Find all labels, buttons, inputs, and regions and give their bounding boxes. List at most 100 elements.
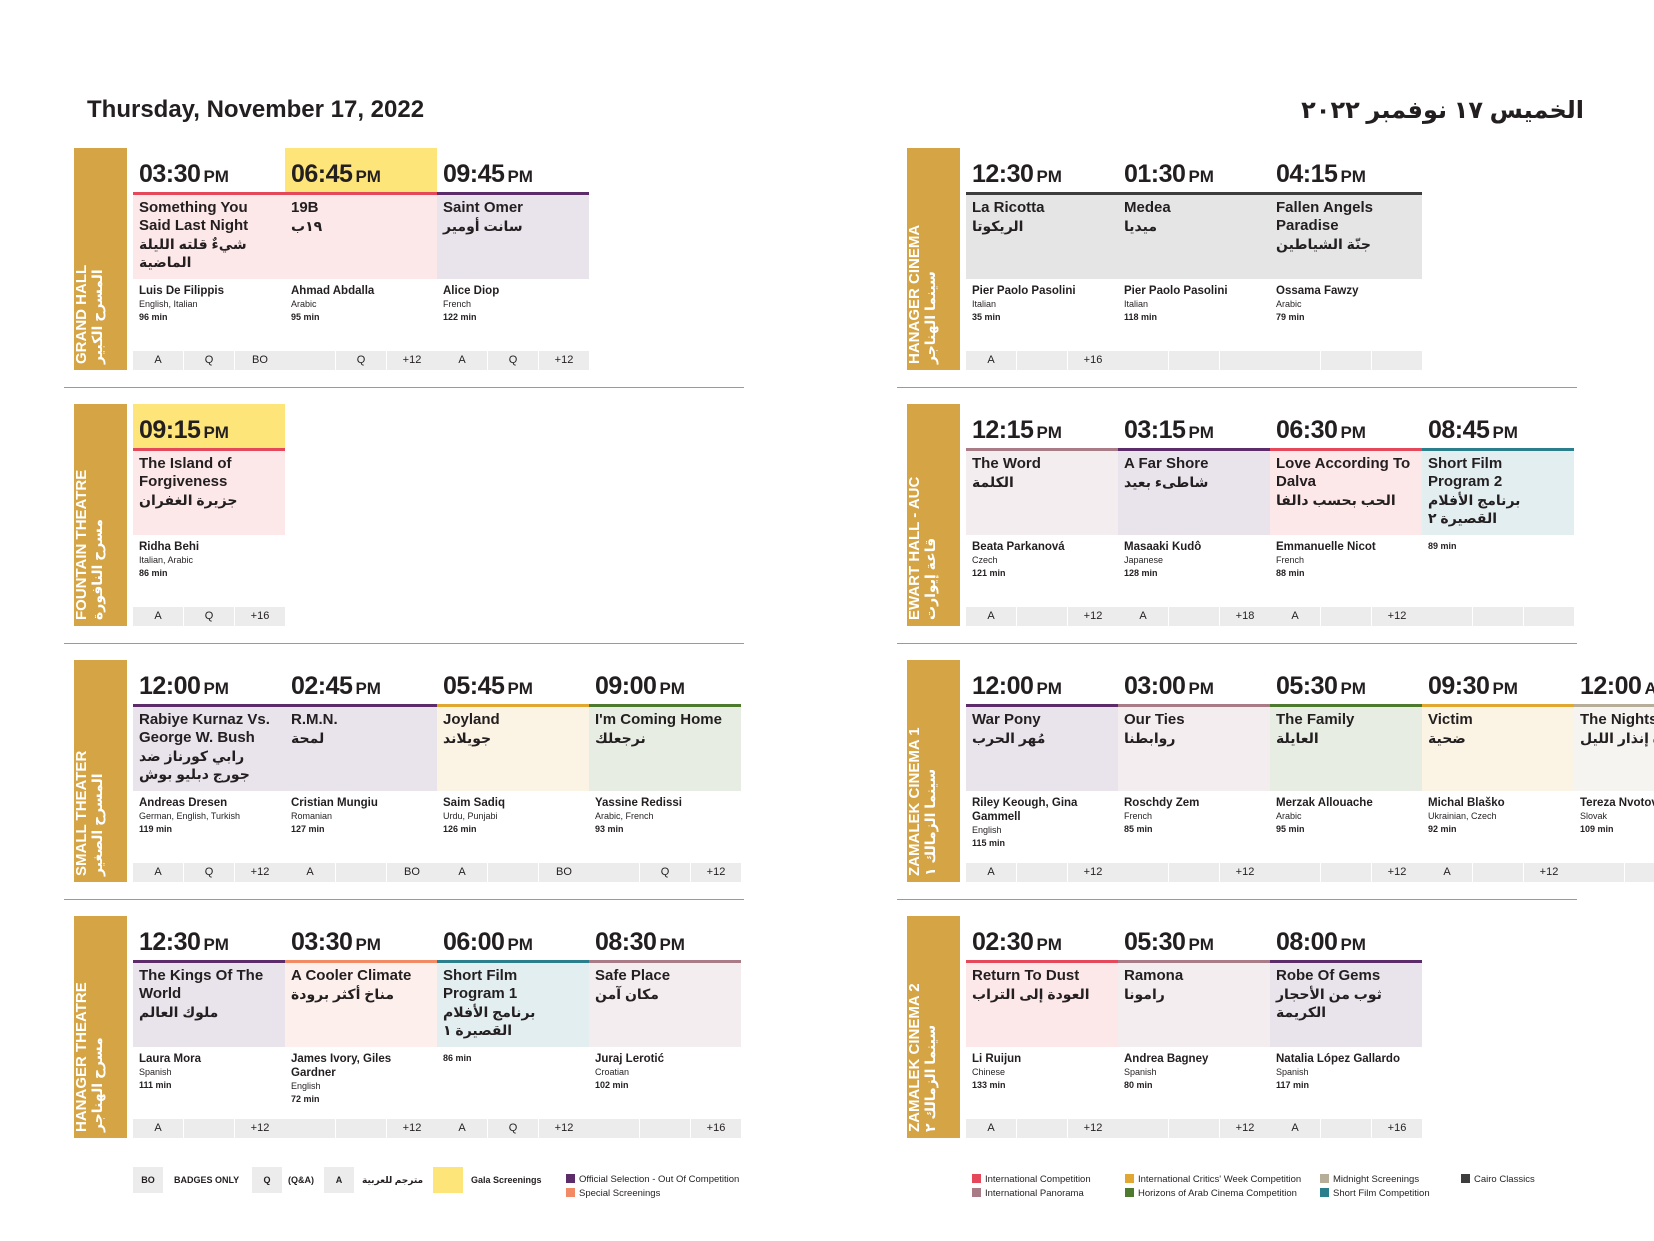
- date-title-en: Thursday, November 17, 2022: [87, 96, 425, 123]
- category-line: [1574, 704, 1654, 707]
- film-director: Ossama Fawzy: [1276, 285, 1359, 297]
- badge: A: [285, 863, 335, 882]
- screening-slot[interactable]: 09:00 PM I'm Coming Home نرجعلك Yassine Redi…: [589, 660, 741, 882]
- category-line: [133, 448, 285, 451]
- time-ampm: PM: [507, 935, 533, 954]
- film-title-box: Ramona رامونا: [1118, 963, 1270, 1047]
- badge: Q: [488, 351, 538, 370]
- badge: [1017, 1119, 1067, 1138]
- screening-time: 12:30 PM: [133, 916, 285, 962]
- time-value: 12:00: [1580, 672, 1642, 700]
- film-language: Arabic, French: [595, 811, 654, 821]
- film-title-box: Our Ties روابطنا: [1118, 707, 1270, 791]
- film-duration: 111 min: [139, 1080, 172, 1090]
- screening-slot[interactable]: 06:00 PM Short Film Program 1 برنامج الأفلا…: [437, 916, 589, 1138]
- screening-slot[interactable]: 01:30 PM Medea ميديا Pier Paolo Pasolini Ital…: [1118, 148, 1270, 370]
- screening-slot[interactable]: 02:30 PM Return To Dust العودة إلى التراب Li…: [966, 916, 1118, 1138]
- screening-slot[interactable]: 08:30 PM Safe Place مكان آمن Juraj Lerotić Cr…: [589, 916, 741, 1138]
- legend-category-item: International Critics' Week Competition: [1125, 1174, 1301, 1186]
- screening-slots: 12:00 PM War Pony مُهر الحرب Riley Keough, G…: [966, 660, 1654, 882]
- film-credits: Saim Sadiq Urdu, Punjabi 126 min: [443, 796, 587, 836]
- film-director: Natalia López Gallardo: [1276, 1053, 1400, 1065]
- screening-slot[interactable]: 03:30 PM A Cooler Climate مناخ أكثر برودة Ja…: [285, 916, 437, 1138]
- film-title-en: Our Ties: [1124, 711, 1185, 728]
- screening-slot[interactable]: 05:45 PM Joyland جويلاند Saim Sadiq Urdu, Pun…: [437, 660, 589, 882]
- badge: [1473, 863, 1523, 882]
- screening-slot[interactable]: 08:00 PM Robe Of Gems ثوب من الأحجار الكريم…: [1270, 916, 1422, 1138]
- legend-color-swatch: [1320, 1174, 1329, 1183]
- time-value: 03:15: [1124, 416, 1186, 444]
- film-title-ar: ثوب من الأحجار الكريمة: [1276, 986, 1382, 1020]
- badge: [336, 1119, 386, 1138]
- time-value: 08:30: [595, 928, 657, 956]
- screening-slot[interactable]: 06:45 PM 19B ١٩ب Ahmad Abdalla Arabic 95 min Q +…: [285, 148, 437, 370]
- badge: [589, 1119, 639, 1138]
- badge: A: [133, 1119, 183, 1138]
- badge: +16: [691, 1119, 741, 1138]
- badge: A: [133, 607, 183, 626]
- film-duration: 89 min: [1428, 541, 1457, 551]
- screening-slot[interactable]: 03:15 PM A Far Shore شاطىء بعيد Masaaki Kudô…: [1118, 404, 1270, 626]
- legend-color-swatch: [566, 1174, 575, 1183]
- screening-slot[interactable]: 05:30 PM The Family العايلة Merzak Allouache…: [1270, 660, 1422, 882]
- screening-badges: +12: [285, 1119, 437, 1138]
- film-title-en: I'm Coming Home: [595, 711, 722, 728]
- film-director: Pier Paolo Pasolini: [972, 285, 1076, 297]
- screening-slots: 09:15 PM The Island of Forgiveness جزيرة ال…: [133, 404, 285, 626]
- badge: [1118, 351, 1168, 370]
- legend-color-swatch: [566, 1188, 575, 1197]
- time-ampm: PM: [659, 679, 685, 698]
- film-title-box: The Word الكلمة: [966, 451, 1118, 535]
- venue-name-en: GRAND HALL: [74, 264, 90, 364]
- screening-badges: +12: [1270, 863, 1422, 882]
- category-line: [285, 192, 437, 195]
- film-duration: 119 min: [139, 824, 173, 834]
- film-title-box: Safe Place مكان آمن: [589, 963, 741, 1047]
- time-value: 12:00: [139, 672, 201, 700]
- film-title-en: Something You Said Last Night: [139, 199, 249, 234]
- screening-slot[interactable]: 03:00 PM Our Ties روابطنا Roschdy Zem French 8…: [1118, 660, 1270, 882]
- venue-name-en: SMALL THEATER: [74, 750, 90, 876]
- screening-time: 08:30 PM: [589, 916, 741, 962]
- legend-q-label: (Q&A): [288, 1175, 314, 1185]
- time-ampm: PM: [659, 935, 685, 954]
- film-title-box: Joyland جويلاند: [437, 707, 589, 791]
- screening-slot[interactable]: 05:30 PM Ramona رامونا Andrea Bagney Spanish 8…: [1118, 916, 1270, 1138]
- screening-time: 09:45 PM: [437, 148, 589, 194]
- badge: [285, 351, 335, 370]
- film-director: Merzak Allouache: [1276, 797, 1373, 809]
- date-title-ar: الخميس ١٧ نوفمبر ٢٠٢٢: [1301, 97, 1584, 124]
- film-title-ar: ميديا: [1124, 218, 1157, 234]
- time-ampm: PM: [1188, 423, 1214, 442]
- screening-slot[interactable]: 09:15 PM The Island of Forgiveness جزيرة ال…: [133, 404, 285, 626]
- screening-slot[interactable]: 12:15 PM The Word الكلمة Beata Parkanová Czec…: [966, 404, 1118, 626]
- time-ampm: PM: [1340, 423, 1366, 442]
- screening-slot[interactable]: 04:15 PM Fallen Angels Paradise جنّة الشياط…: [1270, 148, 1422, 370]
- film-director: Li Ruijun: [972, 1053, 1022, 1065]
- row-separator: [897, 387, 1577, 388]
- film-title-ar: برنامج الأفلام القصيرة ١: [443, 1004, 536, 1038]
- legend-category-label: Horizons of Arab Cinema Competition: [1138, 1188, 1297, 1199]
- screening-slot[interactable]: 12:30 PM La Ricotta الريكوتا Pier Paolo Paso…: [966, 148, 1118, 370]
- screening-slot[interactable]: 06:30 PM Love According To Dalva الحب بحسب …: [1270, 404, 1422, 626]
- film-director: Ahmad Abdalla: [291, 285, 375, 297]
- screening-slot[interactable]: 09:45 PM Saint Omer سانت أومير Alice Diop Fre…: [437, 148, 589, 370]
- screening-slot[interactable]: 12:00 PM War Pony مُهر الحرب Riley Keough, G…: [966, 660, 1118, 882]
- badge: [1017, 351, 1067, 370]
- screening-slot[interactable]: 09:30 PM Victim ضحية Michal Blaško Ukrainian,…: [1422, 660, 1574, 882]
- screening-slot[interactable]: 12:30 PM The Kings Of The World ملوك العالم…: [133, 916, 285, 1138]
- film-title-box: Love According To Dalva الحب بحسب دالفا: [1270, 451, 1422, 535]
- film-credits: 86 min: [443, 1052, 587, 1065]
- screening-slot[interactable]: 12:00AM The Nightsiren صفارة إنذار الليل Te…: [1574, 660, 1654, 882]
- film-credits: Ahmad Abdalla Arabic 95 min: [291, 284, 435, 324]
- screening-slot[interactable]: 03:30 PM Something You Said Last Night شيءٌ…: [133, 148, 285, 370]
- screening-slot[interactable]: 08:45 PM Short Film Program 2 برنامج الأفلا…: [1422, 404, 1574, 626]
- screening-badges: +18: [1574, 863, 1654, 882]
- screening-slot[interactable]: 02:45 PM R.M.N. لمحة Cristian Mungiu Romanian…: [285, 660, 437, 882]
- badge: A: [437, 351, 487, 370]
- film-director: Andreas Dresen: [139, 797, 228, 809]
- screening-slot[interactable]: 12:00 PM Rabiye Kurnaz Vs. George W. Bush ر…: [133, 660, 285, 882]
- legend-gala-swatch: [433, 1167, 463, 1193]
- film-title-ar: الحب بحسب دالفا: [1276, 492, 1396, 508]
- badge: Q: [184, 607, 234, 626]
